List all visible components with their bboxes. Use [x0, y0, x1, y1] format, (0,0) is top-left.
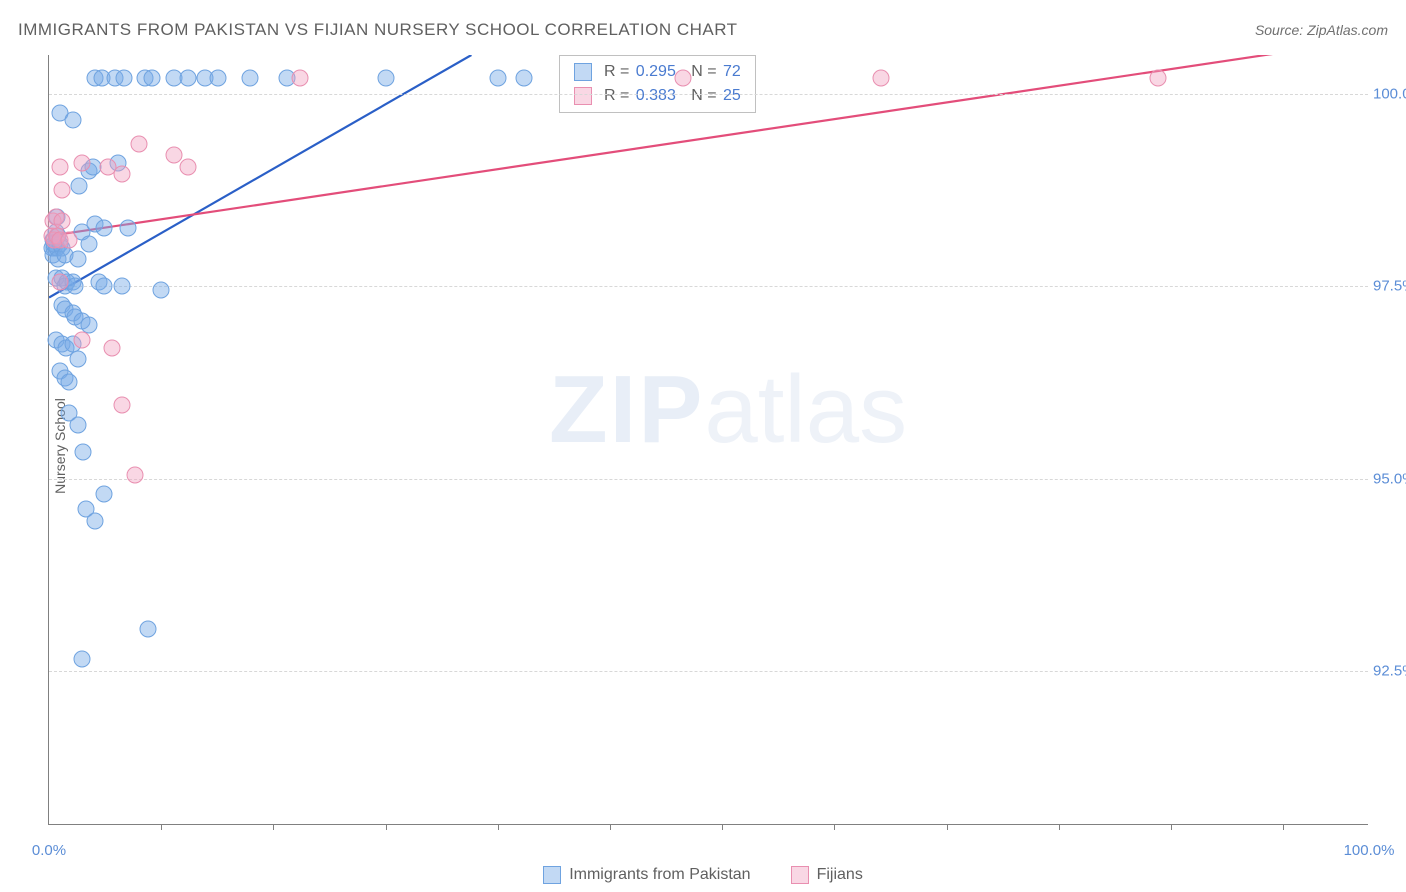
data-point	[70, 416, 87, 433]
data-point	[87, 512, 104, 529]
x-tick	[834, 824, 835, 830]
data-point	[104, 339, 121, 356]
x-tick	[610, 824, 611, 830]
data-point	[70, 251, 87, 268]
gridline	[49, 286, 1368, 287]
scatter-plot: ZIPatlas R = 0.295 N = 72R = 0.383 N = 2…	[48, 55, 1368, 825]
data-point	[516, 70, 533, 87]
data-point	[377, 70, 394, 87]
data-point	[241, 70, 258, 87]
legend-swatch	[791, 866, 809, 884]
plot-svg	[49, 55, 1368, 824]
data-point	[872, 70, 889, 87]
y-tick-label: 97.5%	[1373, 278, 1406, 295]
legend-label: Immigrants from Pakistan	[569, 866, 750, 884]
x-tick	[722, 824, 723, 830]
data-point	[120, 220, 137, 237]
data-point	[140, 620, 157, 637]
x-tick	[947, 824, 948, 830]
data-point	[71, 177, 88, 194]
data-point	[113, 397, 130, 414]
y-tick-label: 95.0%	[1373, 470, 1406, 487]
data-point	[179, 158, 196, 175]
data-point	[116, 70, 133, 87]
chart-title: IMMIGRANTS FROM PAKISTAN VS FIJIAN NURSE…	[18, 20, 738, 40]
x-tick	[1283, 824, 1284, 830]
data-point	[64, 112, 81, 129]
data-point	[489, 70, 506, 87]
data-point	[143, 70, 160, 87]
data-point	[291, 70, 308, 87]
gridline	[49, 479, 1368, 480]
legend-stats: R = 0.295 N = 72	[602, 63, 741, 81]
data-point	[126, 466, 143, 483]
data-point	[674, 70, 691, 87]
data-point	[51, 158, 68, 175]
data-point	[113, 166, 130, 183]
data-point	[75, 443, 92, 460]
x-tick	[1059, 824, 1060, 830]
legend-swatch	[543, 866, 561, 884]
data-point	[67, 278, 84, 295]
gridline	[49, 94, 1368, 95]
data-point	[96, 278, 113, 295]
data-point	[54, 181, 71, 198]
data-point	[54, 212, 71, 229]
data-point	[96, 485, 113, 502]
gridline	[49, 671, 1368, 672]
legend-row: R = 0.383 N = 25	[560, 84, 755, 108]
x-axis-min-label: 0.0%	[32, 842, 66, 859]
data-point	[74, 651, 91, 668]
data-point	[60, 231, 77, 248]
x-tick	[386, 824, 387, 830]
source-name: ZipAtlas.com	[1307, 22, 1388, 38]
data-point	[179, 70, 196, 87]
y-tick-label: 100.0%	[1373, 85, 1406, 102]
y-tick-label: 92.5%	[1373, 663, 1406, 680]
data-point	[153, 281, 170, 298]
data-point	[1149, 70, 1166, 87]
legend-stats: R = 0.383 N = 25	[602, 87, 741, 105]
data-point	[96, 220, 113, 237]
data-point	[209, 70, 226, 87]
x-tick	[498, 824, 499, 830]
data-point	[70, 351, 87, 368]
x-tick	[161, 824, 162, 830]
source-label: Source: ZipAtlas.com	[1255, 22, 1388, 38]
legend-swatch	[574, 63, 592, 81]
legend-item: Fijians	[791, 866, 863, 884]
data-point	[113, 278, 130, 295]
data-point	[74, 154, 91, 171]
legend-label: Fijians	[817, 866, 863, 884]
data-point	[80, 235, 97, 252]
x-tick	[273, 824, 274, 830]
data-point	[130, 135, 147, 152]
data-point	[51, 274, 68, 291]
legend-item: Immigrants from Pakistan	[543, 866, 750, 884]
correlation-legend: R = 0.295 N = 72 R = 0.383 N = 25	[559, 55, 756, 113]
data-point	[74, 331, 91, 348]
source-prefix: Source:	[1255, 22, 1307, 38]
series-legend: Immigrants from Pakistan Fijians	[0, 866, 1406, 884]
legend-row: R = 0.295 N = 72	[560, 60, 755, 84]
legend-swatch	[574, 87, 592, 105]
x-axis-max-label: 100.0%	[1344, 842, 1395, 859]
x-tick	[1171, 824, 1172, 830]
data-point	[60, 374, 77, 391]
